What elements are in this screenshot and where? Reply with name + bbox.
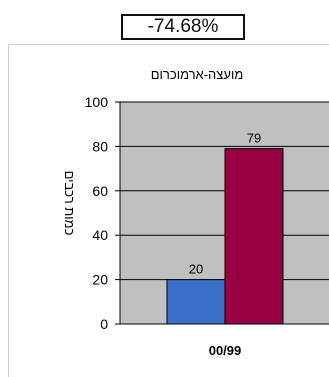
x-category-label: 00/99	[209, 343, 242, 358]
y-tick-label: 100	[85, 94, 109, 110]
chart-title: מועצה-ארמוכרום	[151, 67, 244, 82]
y-tick-label: 60	[92, 183, 108, 199]
bar-data-label: 79	[247, 131, 261, 146]
y-tick-label: 0	[100, 316, 108, 332]
y-tick-label: 40	[92, 227, 108, 243]
percent-change-box: -74.68%	[121, 14, 245, 40]
bar	[166, 279, 226, 325]
y-tick-label: 80	[92, 138, 108, 154]
percent-change-value: -74.68%	[147, 16, 219, 37]
bar	[224, 148, 284, 325]
y-tick-label: 20	[92, 272, 108, 288]
bar-data-label: 20	[189, 262, 203, 277]
y-axis-label: כמות רכבים	[62, 171, 77, 236]
